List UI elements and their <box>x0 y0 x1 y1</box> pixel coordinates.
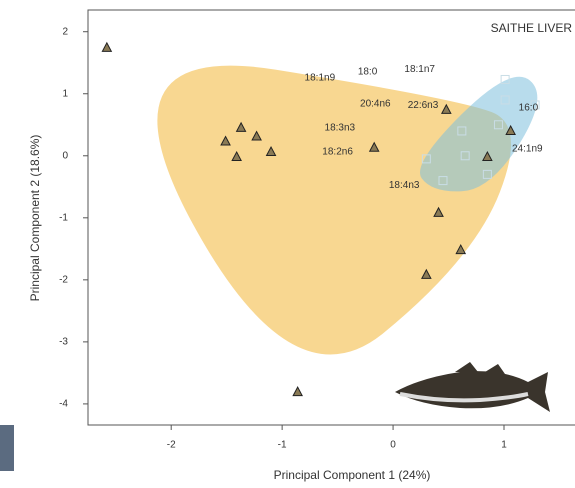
loading-label: 18:4n3 <box>389 180 420 191</box>
x-tick-label: 1 <box>501 440 507 451</box>
point <box>530 100 540 110</box>
point <box>440 103 452 114</box>
point <box>421 154 431 164</box>
y-tick-label: 2 <box>62 26 68 37</box>
loading-label: 18:1n7 <box>404 64 435 75</box>
group-hull <box>420 76 538 192</box>
point <box>500 95 510 105</box>
y-tick-label: -2 <box>59 274 68 285</box>
y-tick-label: -4 <box>59 399 68 410</box>
point <box>433 206 444 217</box>
point <box>235 121 247 132</box>
y-tick-label: 0 <box>62 150 68 161</box>
point <box>482 169 492 179</box>
point <box>292 386 303 397</box>
point <box>482 150 493 162</box>
point <box>231 150 242 162</box>
x-tick-label: 0 <box>390 440 396 451</box>
y-tick-label: 1 <box>62 88 68 99</box>
loading-label: 16:0 <box>519 103 539 114</box>
x-tick-label: -2 <box>167 440 176 451</box>
loading-label: 24:1n9 <box>512 144 543 155</box>
fish-image <box>388 362 553 420</box>
point <box>101 41 113 52</box>
point <box>220 135 231 146</box>
point <box>421 268 432 279</box>
point <box>251 130 262 141</box>
group-hull <box>157 65 512 355</box>
point <box>493 120 503 130</box>
side-block <box>0 425 14 471</box>
point <box>460 151 470 161</box>
chart-title: SAITHE LIVER <box>491 21 573 35</box>
point <box>265 145 277 157</box>
point <box>457 126 467 136</box>
point <box>505 124 516 135</box>
point <box>438 176 448 186</box>
x-axis-label: Principal Component 1 (24%) <box>274 468 431 482</box>
y-axis-label: Principal Component 2 (18.6%) <box>28 135 42 302</box>
loading-label: 18:1n9 <box>305 72 336 83</box>
loading-label: 20:4n6 <box>360 98 391 109</box>
point <box>368 141 380 152</box>
y-tick-label: -3 <box>59 337 68 348</box>
loading-label: 18:0 <box>358 67 378 78</box>
point <box>500 74 510 84</box>
point <box>455 243 467 255</box>
y-tick-label: -1 <box>59 212 68 223</box>
loading-label: 18:2n6 <box>322 147 353 158</box>
loading-label: 18:3n3 <box>325 123 356 134</box>
loading-label: 22:6n3 <box>408 100 439 111</box>
x-tick-label: -1 <box>278 440 287 451</box>
